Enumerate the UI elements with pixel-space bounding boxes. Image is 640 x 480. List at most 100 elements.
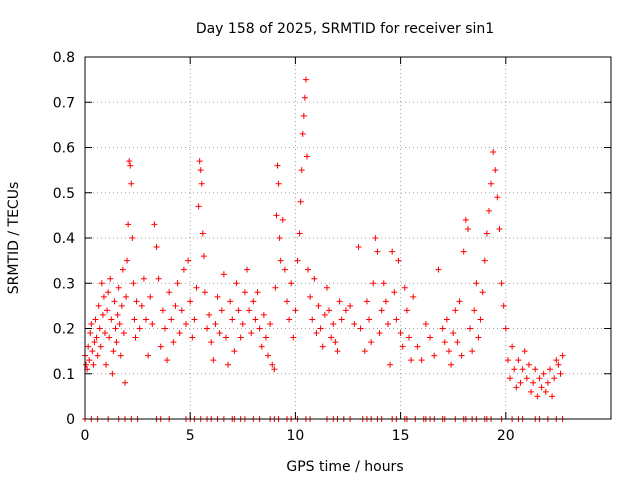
data-point [305, 266, 312, 273]
data-point [525, 361, 532, 368]
data-point [363, 298, 370, 305]
data-point [368, 339, 375, 346]
data-point [490, 149, 497, 156]
y-tick-label: 0.7 [53, 95, 75, 111]
data-point [216, 330, 223, 337]
x-tick-label: 10 [286, 428, 304, 444]
data-point [494, 194, 501, 201]
x-tick-label: 5 [186, 428, 195, 444]
data-point [485, 207, 492, 214]
data-point [323, 284, 330, 291]
data-point [208, 339, 215, 346]
data-point [94, 352, 101, 359]
data-point [317, 325, 324, 332]
data-point [378, 307, 385, 314]
data-point [347, 302, 354, 309]
data-point [523, 375, 530, 382]
data-point [380, 280, 387, 287]
data-point [153, 244, 160, 251]
data-point [332, 339, 339, 346]
data-point [260, 311, 267, 318]
data-point [187, 298, 194, 305]
data-point [473, 280, 480, 287]
data-point [109, 370, 116, 377]
data-point [254, 289, 261, 296]
data-point [239, 320, 246, 327]
data-point [298, 167, 305, 174]
data-point [397, 330, 404, 337]
data-point [110, 348, 117, 355]
data-point [91, 339, 98, 346]
data-point [336, 298, 343, 305]
data-point [439, 325, 446, 332]
data-point [431, 352, 438, 359]
data-point [477, 316, 484, 323]
data-point [178, 307, 185, 314]
data-point [96, 325, 103, 332]
data-point [551, 375, 558, 382]
data-point [303, 153, 310, 160]
data-point [138, 302, 145, 309]
data-point [265, 352, 272, 359]
data-point [387, 361, 394, 368]
data-point [538, 384, 545, 391]
axis-ticks: 0 0.1 0.2 0.3 0.4 0.5 0.6 0.7 0.8 0 5 10 15 20 [53, 50, 611, 444]
data-point [299, 130, 306, 137]
data-point [271, 366, 278, 373]
data-point [199, 230, 206, 237]
data-point [315, 302, 322, 309]
data-point [210, 357, 217, 364]
data-point [256, 325, 263, 332]
data-point [98, 280, 105, 287]
data-point [218, 307, 225, 314]
data-point [120, 330, 127, 337]
data-point [258, 343, 265, 350]
data-point [229, 316, 236, 323]
data-point [106, 334, 113, 341]
data-point [414, 343, 421, 350]
data-point [528, 388, 535, 395]
data-point [321, 311, 328, 318]
data-point [267, 320, 274, 327]
data-point [504, 357, 511, 364]
data-point [469, 348, 476, 355]
data-point [330, 320, 337, 327]
data-point [479, 289, 486, 296]
data-point [507, 375, 514, 382]
data-point [225, 361, 232, 368]
data-point [133, 298, 140, 305]
data-point [384, 320, 391, 327]
grid-lines [85, 57, 611, 419]
data-point [197, 167, 204, 174]
data-point [393, 316, 400, 323]
data-point [248, 330, 255, 337]
data-point [319, 343, 326, 350]
data-point [357, 325, 364, 332]
data-point [296, 230, 303, 237]
y-tick-label: 0.5 [53, 186, 75, 202]
data-point [140, 275, 147, 282]
data-point [382, 298, 389, 305]
data-point [454, 339, 461, 346]
data-point [180, 266, 187, 273]
data-point [220, 271, 227, 278]
data-point [450, 330, 457, 337]
data-point [277, 257, 284, 264]
data-point [351, 320, 358, 327]
data-point [262, 334, 269, 341]
data-point [530, 379, 537, 386]
y-axis-label: SRMTID / TECUs [6, 182, 22, 295]
data-point [99, 311, 106, 318]
data-point [403, 307, 410, 314]
data-point [422, 320, 429, 327]
data-point [100, 293, 107, 300]
data-point [406, 334, 413, 341]
data-point [342, 307, 349, 314]
data-point [235, 307, 242, 314]
data-point [104, 307, 111, 314]
y-tick-label: 0.2 [53, 322, 75, 338]
data-point [275, 180, 282, 187]
data-point [107, 275, 114, 282]
data-point [361, 348, 368, 355]
data-point [108, 316, 115, 323]
